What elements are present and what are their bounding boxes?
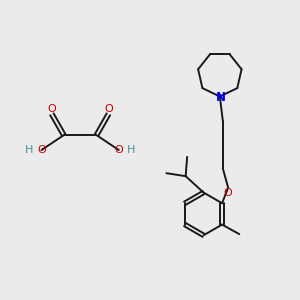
Text: N: N: [216, 91, 226, 104]
Text: O: O: [37, 145, 46, 155]
Text: O: O: [114, 145, 123, 155]
Text: O: O: [104, 104, 113, 114]
Text: H: H: [127, 145, 136, 155]
Text: H: H: [25, 145, 33, 155]
Text: O: O: [224, 188, 233, 198]
Text: O: O: [47, 104, 56, 114]
